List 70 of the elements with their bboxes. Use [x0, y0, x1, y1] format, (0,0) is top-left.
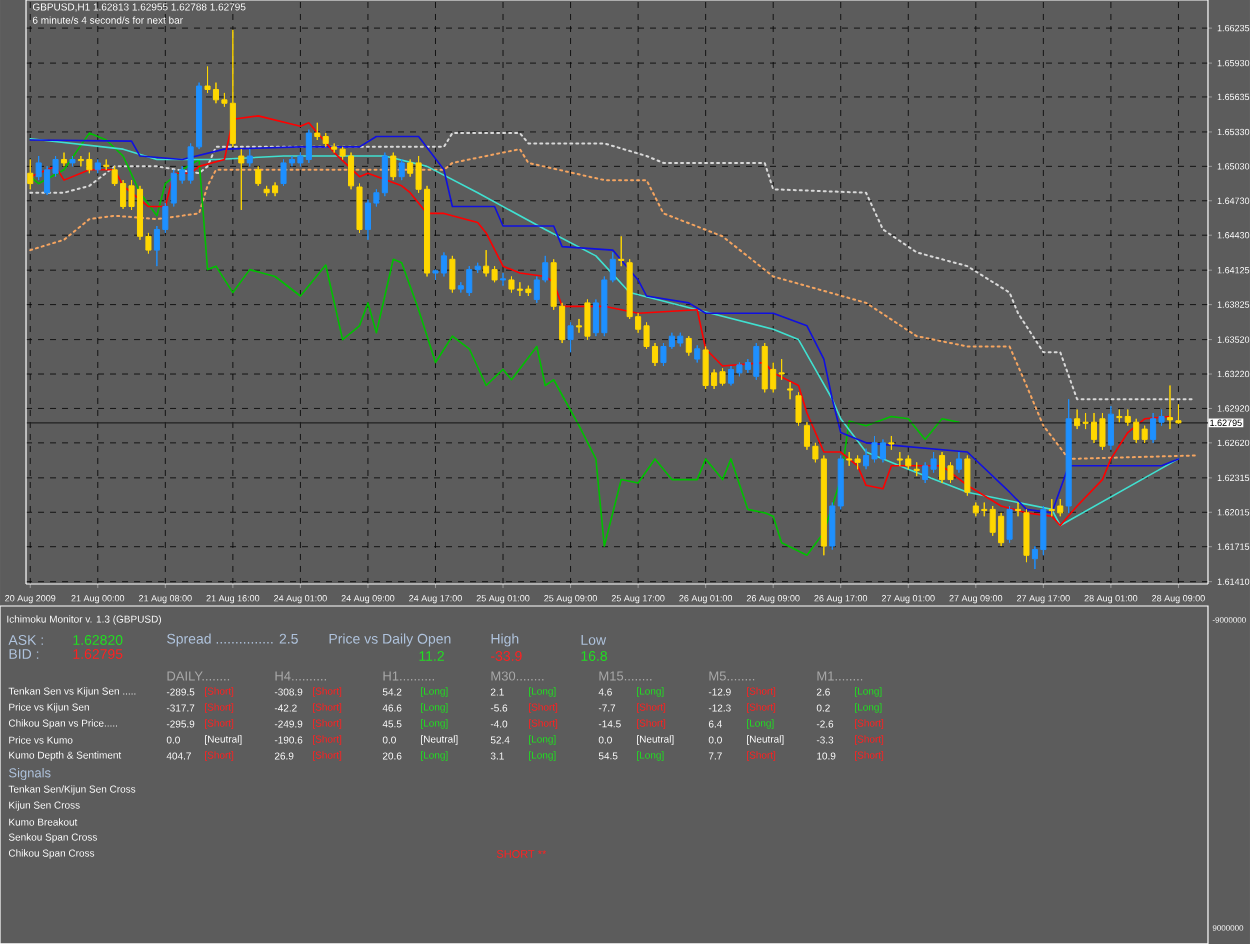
candlestick	[685, 335, 692, 357]
candlestick	[449, 255, 456, 294]
candlestick	[305, 129, 312, 164]
candlestick	[94, 158, 101, 174]
candlestick	[390, 152, 397, 181]
candlestick	[1166, 385, 1174, 430]
candlestick	[787, 381, 794, 400]
candlestick	[1023, 508, 1030, 563]
candlestick	[727, 365, 735, 386]
candlestick	[238, 148, 245, 211]
candlestick	[1133, 418, 1140, 444]
candlestick	[1141, 425, 1148, 444]
candlestick	[955, 451, 962, 474]
candlestick	[1014, 502, 1022, 517]
candlestick	[69, 155, 76, 167]
candlestick	[905, 454, 912, 470]
candlestick	[60, 152, 68, 167]
candlestick	[508, 276, 515, 294]
candlestick	[719, 367, 726, 386]
candlestick	[398, 158, 405, 181]
candlestick	[846, 451, 853, 467]
candlestick	[795, 391, 802, 427]
candlestick	[879, 438, 886, 463]
candlestick	[896, 451, 903, 467]
candlestick	[1107, 405, 1114, 451]
candlestick	[1116, 409, 1123, 423]
line-series	[29, 132, 1197, 401]
candlestick	[1150, 412, 1157, 444]
candlestick	[871, 435, 878, 463]
candlestick	[677, 332, 684, 347]
candlestick	[1090, 412, 1098, 444]
candlestick	[753, 342, 760, 381]
candlestick	[939, 451, 946, 484]
candlestick	[170, 169, 177, 208]
candlestick	[964, 454, 971, 497]
candlestick	[694, 344, 701, 364]
candlestick	[618, 235, 625, 267]
candlestick	[761, 342, 768, 393]
candlestick	[103, 158, 110, 171]
candlestick	[1006, 505, 1013, 544]
candlestick	[27, 158, 34, 190]
candlestick	[1074, 409, 1081, 430]
candlestick	[1065, 398, 1072, 514]
candlestick	[913, 461, 920, 477]
candlestick	[998, 512, 1005, 547]
candlestick	[525, 285, 532, 297]
line-series	[29, 148, 1197, 460]
candlestick	[255, 165, 262, 187]
candlestick	[440, 251, 447, 277]
candlestick	[854, 454, 861, 470]
candlestick	[229, 29, 236, 148]
candlestick	[331, 142, 338, 154]
candlestick	[888, 435, 895, 451]
candlestick	[246, 148, 253, 167]
candlestick	[314, 122, 321, 141]
candlestick	[483, 249, 490, 277]
candlestick	[263, 185, 270, 197]
candlestick	[86, 152, 93, 174]
candlestick	[280, 158, 287, 187]
candlestick	[499, 272, 507, 287]
candlestick	[1099, 412, 1106, 451]
candlestick	[584, 298, 591, 341]
candlestick	[1048, 498, 1055, 517]
candlestick	[1057, 498, 1064, 517]
candlestick	[567, 321, 574, 353]
candlestick	[972, 502, 979, 517]
candlestick	[702, 345, 709, 390]
line-series	[29, 132, 960, 557]
candlestick	[466, 265, 473, 297]
candlestick	[736, 362, 743, 377]
